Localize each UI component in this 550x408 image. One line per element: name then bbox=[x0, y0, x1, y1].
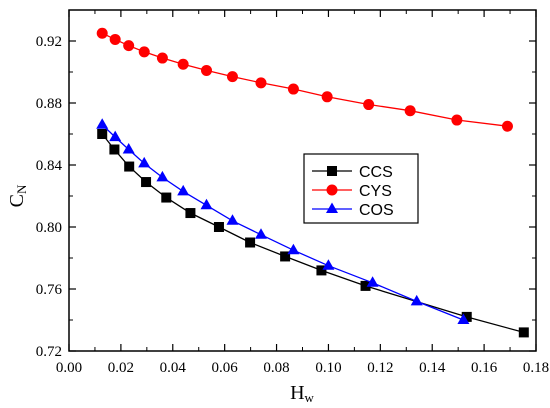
data-point-cos bbox=[177, 184, 190, 196]
plot-layer bbox=[96, 27, 529, 338]
data-point-cys bbox=[363, 99, 375, 111]
data-point-cos bbox=[322, 259, 335, 270]
data-point-cys bbox=[177, 58, 189, 70]
data-point-cys bbox=[321, 91, 333, 103]
data-point-cos bbox=[366, 276, 379, 287]
data-point-cos bbox=[138, 156, 151, 168]
data-point-cos bbox=[200, 198, 213, 210]
data-point-cys bbox=[404, 105, 416, 117]
legend-label-ccs: CCS bbox=[359, 164, 393, 181]
legend-marker-circle bbox=[326, 184, 338, 196]
series-cos bbox=[96, 118, 470, 324]
data-point-cys bbox=[156, 52, 168, 64]
data-point-cys bbox=[201, 64, 213, 76]
x-axis-label-main: H bbox=[290, 382, 304, 404]
y-axis-label-sub: N bbox=[14, 184, 29, 194]
data-point-cos bbox=[109, 130, 122, 142]
legend-item-cos: COS bbox=[312, 202, 394, 219]
data-point-cos bbox=[410, 294, 423, 306]
data-point-cos bbox=[255, 228, 267, 239]
data-point-cys bbox=[226, 71, 238, 83]
y-tick-label: 0.80 bbox=[36, 220, 62, 236]
data-point-ccs bbox=[280, 251, 291, 262]
data-point-ccs bbox=[213, 222, 224, 232]
data-point-ccs bbox=[245, 237, 256, 248]
series-cys bbox=[96, 27, 513, 132]
legend-label-cys: CYS bbox=[359, 183, 392, 200]
ticks-layer: 0.00 0.02 0.04 0.06 0.08 0.10 0.12 0.14 0.16 0.18… bbox=[36, 10, 549, 376]
x-tick-label: 0.02 bbox=[108, 360, 134, 376]
legend-item-ccs: CCS bbox=[312, 164, 393, 181]
y-axis-label: CN bbox=[6, 184, 29, 207]
legend-item-cys: CYS bbox=[312, 183, 392, 200]
legend-marker-triangle bbox=[326, 202, 338, 213]
x-tick-label: 0.18 bbox=[523, 360, 549, 376]
data-point-cys bbox=[451, 114, 463, 126]
data-point-ccs bbox=[124, 161, 135, 172]
data-point-ccs bbox=[185, 208, 196, 219]
data-point-cos bbox=[96, 118, 109, 129]
x-axis-label: Hw bbox=[290, 382, 314, 405]
legend-marker-square bbox=[327, 166, 337, 176]
data-point-cys bbox=[138, 46, 150, 58]
y-tick-label: 0.72 bbox=[36, 344, 62, 360]
y-tick-label: 0.92 bbox=[36, 34, 62, 50]
data-point-ccs bbox=[518, 327, 529, 338]
x-axis-label-sub: w bbox=[305, 390, 315, 405]
data-point-cys bbox=[109, 33, 121, 45]
x-tick-label: 0.12 bbox=[367, 360, 393, 376]
data-point-cos bbox=[457, 313, 470, 324]
x-tick-label: 0.08 bbox=[263, 360, 289, 376]
x-tick-label: 0.14 bbox=[419, 360, 446, 376]
data-point-cos bbox=[226, 214, 239, 225]
x-tick-label: 0.00 bbox=[56, 360, 82, 376]
data-point-cys bbox=[123, 40, 135, 52]
data-point-cos bbox=[122, 143, 135, 154]
data-point-cys bbox=[287, 83, 299, 95]
data-point-cys bbox=[255, 77, 267, 89]
legend-label-cos: COS bbox=[359, 202, 394, 219]
series-ccs bbox=[97, 129, 529, 338]
data-point-cys bbox=[96, 27, 108, 39]
x-tick-label: 0.04 bbox=[160, 360, 187, 376]
data-point-cys bbox=[501, 120, 513, 132]
legend: CCS CYS COS bbox=[303, 153, 419, 224]
x-tick-label: 0.10 bbox=[315, 360, 341, 376]
data-point-ccs bbox=[316, 265, 327, 276]
legend-box bbox=[303, 153, 419, 224]
data-point-ccs bbox=[141, 177, 152, 188]
data-point-ccs bbox=[109, 144, 120, 155]
y-tick-label: 0.88 bbox=[36, 96, 62, 112]
x-tick-label: 0.06 bbox=[212, 360, 239, 376]
data-point-ccs bbox=[97, 129, 108, 139]
y-tick-label: 0.84 bbox=[36, 158, 63, 174]
series-line-cys bbox=[101, 32, 508, 127]
data-point-ccs bbox=[461, 311, 472, 322]
data-point-cos bbox=[156, 170, 169, 182]
y-axis-label-main: C bbox=[6, 194, 28, 207]
x-tick-label: 0.16 bbox=[471, 360, 498, 376]
plot-frame bbox=[68, 9, 537, 352]
y-tick-label: 0.76 bbox=[36, 282, 63, 298]
data-point-ccs bbox=[161, 192, 172, 203]
data-point-cos bbox=[287, 243, 300, 255]
data-point-ccs bbox=[360, 280, 371, 291]
